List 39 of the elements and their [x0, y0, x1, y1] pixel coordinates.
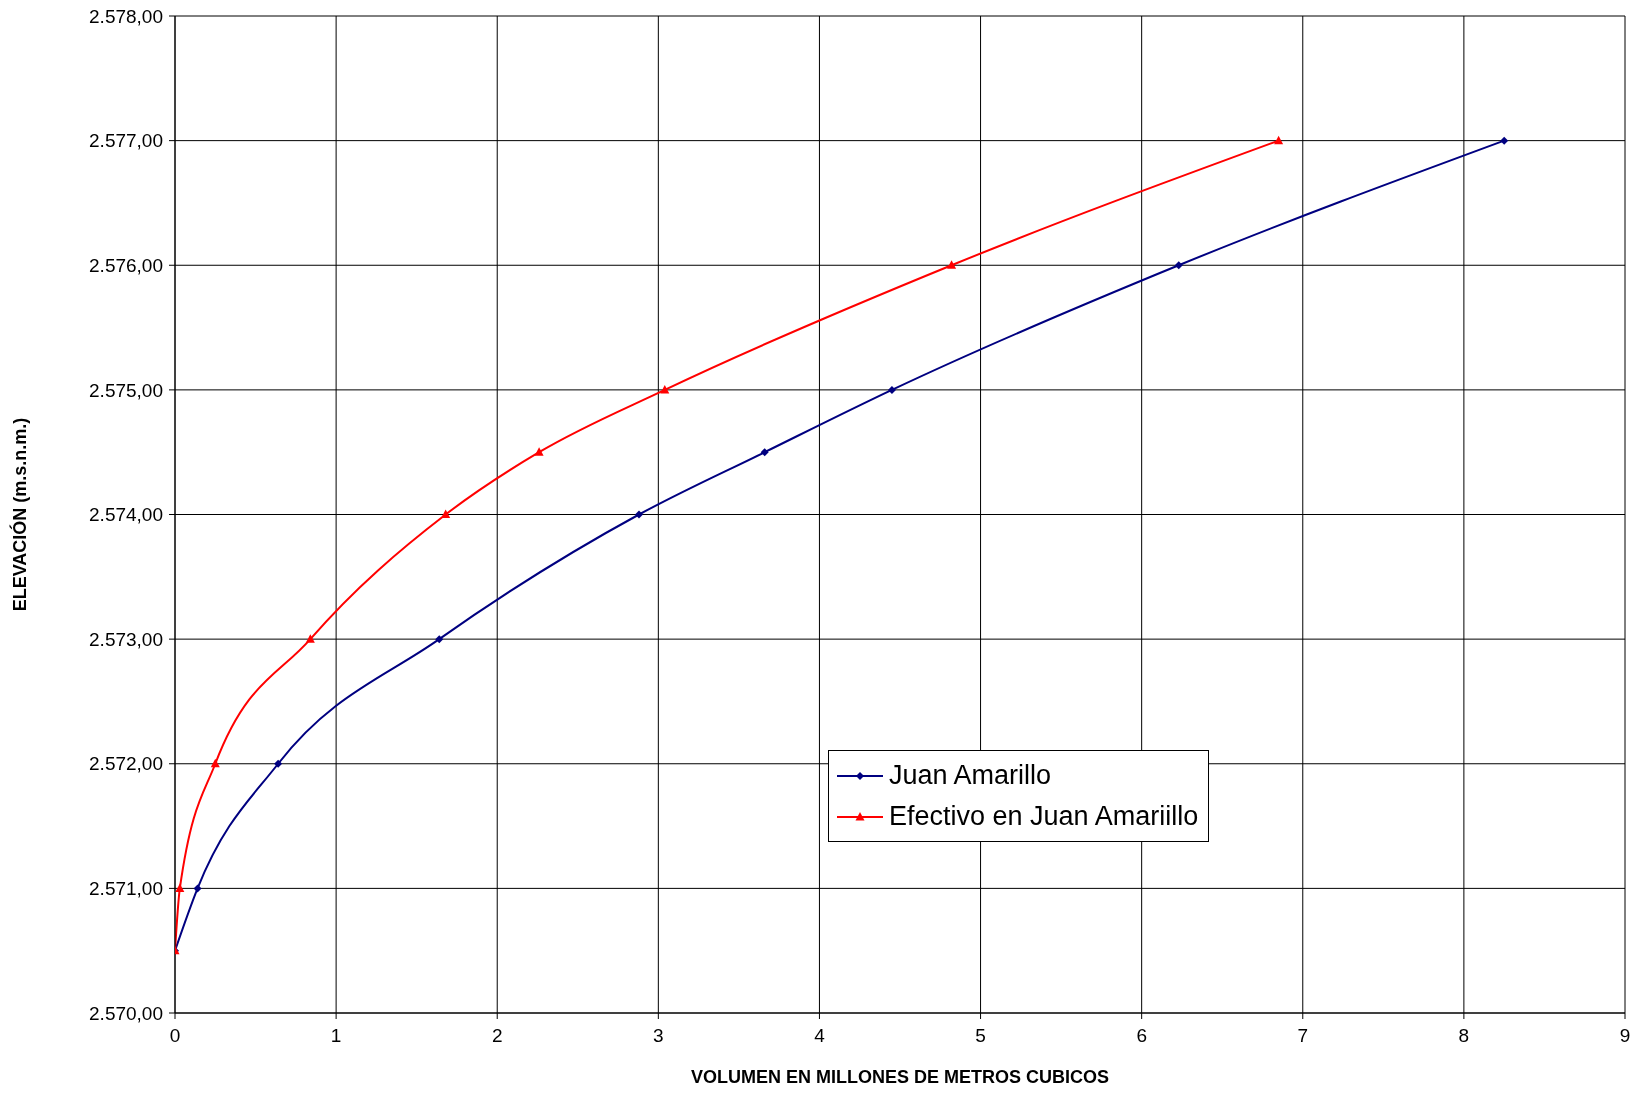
point — [660, 384, 670, 394]
x-tick-label: 2 — [491, 1025, 503, 1047]
x-tick-label: 8 — [1458, 1025, 1470, 1047]
x-tick-label: 3 — [653, 1025, 664, 1047]
point — [887, 385, 896, 394]
point — [210, 758, 220, 768]
y-tick-label: 2.573,00 — [89, 628, 163, 650]
point — [274, 759, 283, 768]
y-tick-label: 2.577,00 — [89, 130, 163, 152]
y-axis-title: ELEVACIÓN (m.s.n.m.) — [9, 417, 31, 612]
point — [635, 510, 643, 519]
x-tick-label: 7 — [1297, 1025, 1309, 1047]
y-tick-label: 2.570,00 — [89, 1002, 163, 1024]
x-tick-label: 9 — [1619, 1025, 1631, 1047]
point — [760, 448, 769, 457]
point — [1174, 261, 1183, 270]
point — [534, 447, 544, 456]
point — [305, 634, 315, 643]
point — [1274, 135, 1284, 145]
y-tick-label: 2.576,00 — [89, 254, 163, 276]
x-tick-label: 5 — [975, 1025, 986, 1047]
x-tick-label: 4 — [814, 1025, 826, 1047]
x-axis-title: VOLUMEN EN MILLONES DE METROS CUBICOS — [690, 1067, 1110, 1087]
y-tick-label: 2.572,00 — [89, 753, 163, 775]
point — [441, 509, 451, 518]
y-tick-label: 2.571,00 — [89, 878, 163, 900]
point — [947, 260, 957, 269]
point — [175, 883, 185, 892]
point — [193, 884, 202, 893]
legend-label: Efectivo en Juan Amariillo — [889, 800, 1199, 833]
y-tick-label: 2.574,00 — [89, 504, 163, 526]
y-tick-label: 2.575,00 — [89, 379, 163, 401]
x-tick-label: 1 — [330, 1025, 342, 1047]
x-tick-label: 0 — [169, 1025, 181, 1047]
legend-label: Juan Amarillo — [889, 759, 1052, 792]
x-tick-label: 6 — [1136, 1025, 1147, 1047]
point — [1500, 136, 1509, 145]
y-tick-label: 2.578,00 — [89, 5, 163, 27]
point — [435, 635, 444, 644]
